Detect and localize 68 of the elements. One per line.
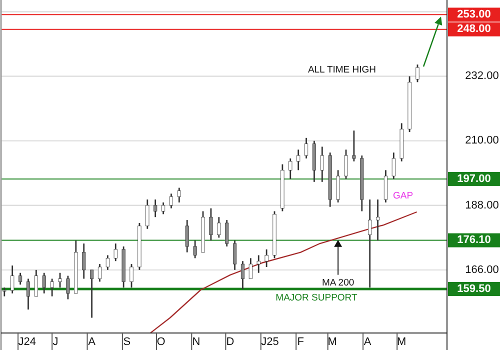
candlestick xyxy=(2,286,6,298)
annotation: MA 200 xyxy=(322,277,354,288)
line-series xyxy=(150,212,417,334)
candlestick xyxy=(209,208,213,242)
candlestick xyxy=(10,264,14,294)
candlestick xyxy=(106,254,110,271)
annotation: GAP xyxy=(392,190,414,202)
candlestick xyxy=(392,152,396,180)
annotation: ALL TIME HIGH xyxy=(308,64,376,76)
candlestick xyxy=(161,202,166,215)
candlestick xyxy=(50,278,54,298)
y-tick-label: 232.00 xyxy=(465,70,499,82)
candlestick xyxy=(26,278,30,310)
x-tick-label: J24 xyxy=(18,336,36,348)
ref-line-label: 176.10 xyxy=(457,234,491,246)
x-tick-label: D xyxy=(226,336,234,348)
candlestick xyxy=(368,198,372,288)
ref-line-label: 248.00 xyxy=(457,23,491,36)
x-tick-label: S xyxy=(123,336,131,348)
annotation: MAJOR SUPPORT xyxy=(276,292,358,304)
x-tick-label: M xyxy=(397,336,406,348)
candlestick xyxy=(185,219,189,254)
candlestick xyxy=(217,216,221,238)
y-tick-label: 188.00 xyxy=(465,199,499,212)
candlestick xyxy=(384,169,388,204)
candlestick xyxy=(42,272,46,294)
candlestick xyxy=(193,240,197,259)
candlestick xyxy=(82,242,86,280)
candlestick xyxy=(320,146,324,183)
candlestick xyxy=(344,148,348,180)
candlestick xyxy=(264,248,268,268)
candlestick xyxy=(225,219,229,248)
candlestick xyxy=(90,269,94,318)
candlestick xyxy=(154,198,158,218)
candlestick xyxy=(114,242,118,262)
x-tick-label: M xyxy=(328,336,337,348)
candlestick xyxy=(304,137,308,160)
candlestick xyxy=(416,64,420,83)
x-tick-label: O xyxy=(156,336,166,348)
candlestick xyxy=(18,272,22,286)
x-tick-label: J25 xyxy=(261,336,279,348)
ref-line-label: 253.00 xyxy=(457,8,491,21)
candlestick xyxy=(146,198,150,230)
candlestick xyxy=(232,240,237,271)
x-tick-label: A xyxy=(88,336,96,348)
candlestick xyxy=(130,263,134,288)
candlestick xyxy=(98,263,102,282)
candlestick xyxy=(169,192,174,210)
candlestick xyxy=(256,254,260,274)
y-tick-label: 166.00 xyxy=(465,264,499,276)
candlestick xyxy=(177,187,181,204)
ref-line-label: 197.00 xyxy=(457,172,491,185)
candlestick xyxy=(240,260,245,290)
candlestick xyxy=(336,169,340,204)
x-tick-label: J xyxy=(52,336,58,348)
candlestick xyxy=(34,269,38,298)
candlestick xyxy=(288,158,292,180)
candlestick xyxy=(58,272,62,288)
x-tick-label: N xyxy=(192,336,200,348)
candlestick xyxy=(248,257,252,280)
y-tick-label: 210.00 xyxy=(465,134,499,147)
candlestick xyxy=(296,148,300,171)
ref-line-label: 159.50 xyxy=(457,282,491,295)
x-tick-label: F xyxy=(297,336,304,348)
candlestick xyxy=(352,130,356,162)
candlestick xyxy=(376,198,380,242)
x-tick-label: A xyxy=(364,336,372,348)
candlestick xyxy=(66,275,70,300)
